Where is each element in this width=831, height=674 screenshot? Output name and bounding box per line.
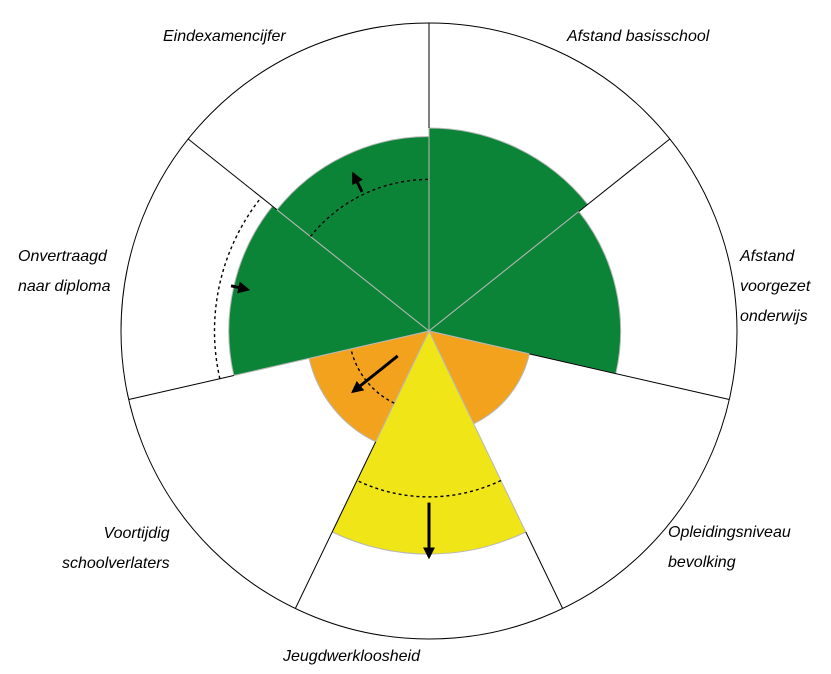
- separator-line-4: [525, 531, 564, 609]
- reference-arc-5: [350, 348, 395, 404]
- separator-line-3: [529, 353, 730, 401]
- slices-group: [228, 127, 622, 555]
- label-opleidingsniveau-bevolking: Opleidingsniveau bevolking: [668, 524, 791, 571]
- trend-arrow-6: [230, 281, 251, 294]
- label-eindexamencijfer: Eindexamencijfer: [163, 28, 286, 45]
- slice-3: [428, 330, 530, 425]
- separator-line-7: [187, 138, 278, 211]
- separator-lines-group: [128, 23, 730, 609]
- slice-5: [308, 330, 430, 443]
- reference-arc-4: [356, 479, 502, 498]
- trend-arrow-7: [351, 171, 364, 193]
- separator-line-5: [294, 441, 377, 609]
- separator-line-2: [578, 138, 671, 212]
- trend-arrow-5: [351, 354, 399, 394]
- separator-line-6: [128, 375, 234, 401]
- label-jeugdwerkloosheid: Jeugdwerkloosheid: [283, 648, 420, 665]
- label-afstand-voorgezet-onderwijs: Afstand voorgezet onderwijs: [740, 248, 811, 325]
- trend-arrows-group: [230, 171, 435, 560]
- slice-2: [427, 210, 622, 375]
- label-voortijdig-schoolverlaters: Voortijdig schoolverlaters: [62, 525, 170, 572]
- reference-arc-7: [309, 178, 430, 237]
- label-onvertraagd-naar-diploma: Onvertraagd naar diploma: [18, 248, 111, 295]
- reference-arc-6: [213, 196, 262, 379]
- label-afstand-basisschool: Afstand basisschool: [567, 28, 710, 45]
- slice-1: [428, 127, 589, 333]
- reference-arcs-group: [213, 178, 502, 498]
- slice-7: [276, 136, 430, 333]
